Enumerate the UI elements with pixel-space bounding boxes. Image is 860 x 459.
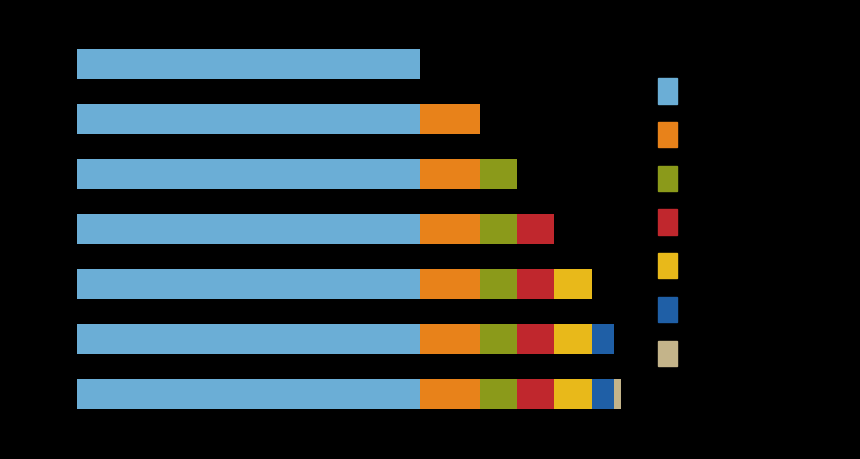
Bar — [77, 324, 421, 354]
Bar — [592, 379, 614, 409]
Bar — [555, 379, 592, 409]
Bar — [614, 379, 622, 409]
Bar — [480, 160, 517, 190]
Bar — [421, 269, 480, 299]
Bar — [421, 105, 480, 135]
Bar — [77, 379, 421, 409]
Bar — [555, 324, 592, 354]
Bar — [480, 379, 517, 409]
Bar — [517, 324, 555, 354]
Bar — [77, 105, 421, 135]
Bar — [592, 324, 614, 354]
Bar — [421, 214, 480, 245]
Bar — [421, 379, 480, 409]
Bar — [421, 160, 480, 190]
Bar — [517, 379, 555, 409]
Bar — [421, 324, 480, 354]
Bar — [517, 214, 555, 245]
Bar — [517, 269, 555, 299]
Bar — [77, 214, 421, 245]
Bar — [77, 50, 421, 80]
Bar — [77, 160, 421, 190]
Bar — [480, 214, 517, 245]
Bar — [77, 269, 421, 299]
Bar — [555, 269, 592, 299]
Bar — [480, 324, 517, 354]
Bar — [480, 269, 517, 299]
